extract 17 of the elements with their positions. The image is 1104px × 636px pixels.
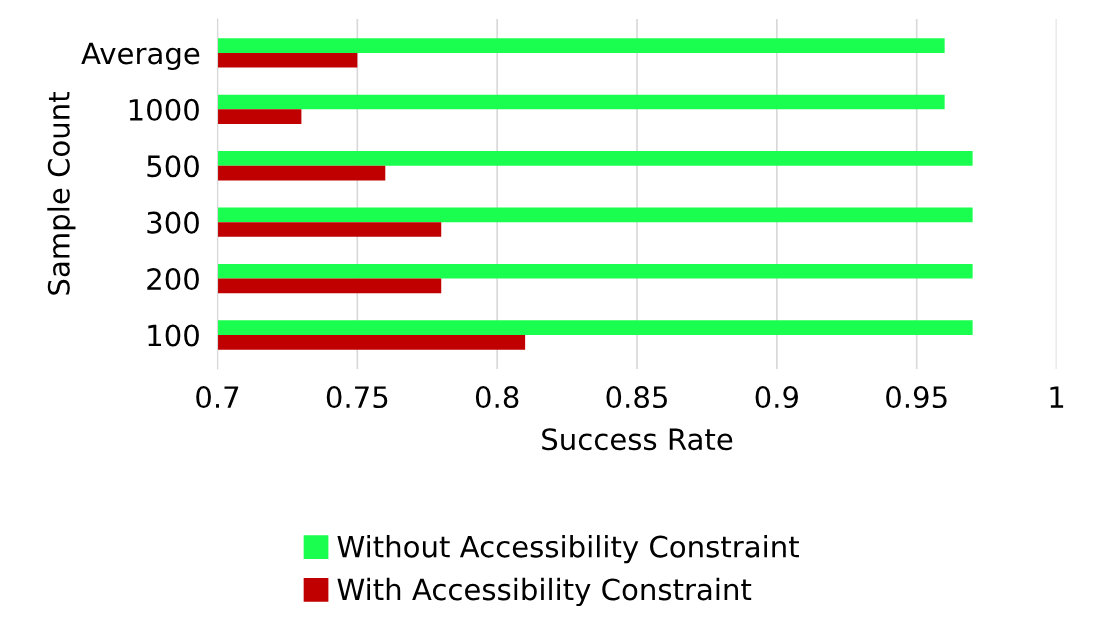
- y-tick-label: 500: [147, 155, 199, 178]
- legend-label: Without Accessibility Constraint: [337, 535, 799, 564]
- x-tick-label: 0.8: [475, 386, 519, 409]
- y-tick-label: 1000: [129, 98, 199, 121]
- x-tick-label: 0.9: [755, 386, 798, 409]
- x-tick-label: 0.75: [326, 386, 388, 409]
- y-tick-label: 200: [147, 268, 199, 291]
- x-tick-label: 1: [1050, 386, 1064, 408]
- y-tick-label: 300: [147, 211, 199, 234]
- x-tick-label: 0.95: [886, 386, 947, 409]
- x-tick-label: 0.85: [606, 386, 667, 409]
- y-tick-label: 100: [148, 324, 199, 347]
- legend-label: With Accessibility Constraint: [337, 577, 752, 607]
- y-tick-label: Average: [81, 42, 200, 71]
- y-axis-title: Sample Count: [47, 92, 76, 295]
- x-tick-label: 0.7: [196, 386, 239, 409]
- x-axis-title: Success Rate: [542, 428, 733, 451]
